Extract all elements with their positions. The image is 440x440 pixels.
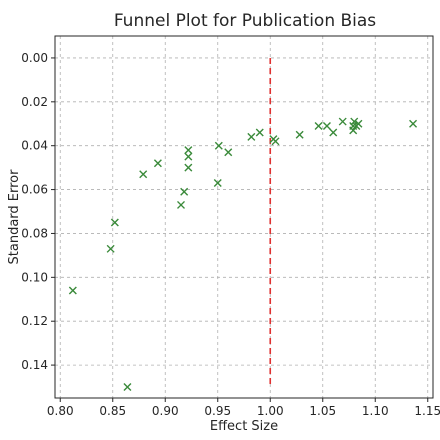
data-point: [349, 126, 358, 135]
x-axis-ticks: 0.80 0.85 0.90 0.95 1.00 1.05 1.10 1.15: [47, 398, 440, 418]
data-point: [350, 117, 359, 126]
data-point: [354, 119, 363, 128]
y-tick-label: 0.02: [21, 95, 48, 109]
plot-frame: [54, 35, 434, 399]
data-point: [139, 170, 148, 179]
data-point: [295, 130, 304, 139]
data-point: [180, 187, 189, 196]
x-tick-label: 0.95: [204, 404, 231, 418]
x-tick-label: 1.00: [257, 404, 284, 418]
data-points: [68, 117, 418, 392]
data-point: [110, 218, 119, 227]
data-point: [314, 121, 323, 130]
data-point: [329, 128, 338, 137]
x-tick-label: 1.10: [362, 404, 389, 418]
data-point: [271, 137, 280, 146]
x-tick-label: 0.90: [152, 404, 179, 418]
chart-title: Funnel Plot for Publication Bias: [114, 11, 376, 31]
y-tick-label: 0.04: [21, 139, 48, 153]
data-point: [338, 117, 347, 126]
data-point: [247, 132, 256, 141]
data-point: [106, 244, 115, 253]
data-point: [184, 163, 193, 172]
data-point: [177, 200, 185, 209]
y-tick-label: 0.00: [21, 51, 48, 65]
y-tick-label: 0.08: [21, 226, 48, 240]
data-point: [322, 121, 331, 130]
y-axis-label: Standard Error: [7, 169, 22, 265]
y-axis-ticks: 0.00 0.02 0.04 0.06 0.08 0.10 0.12 0.14: [21, 51, 55, 372]
y-tick-label: 0.14: [21, 358, 48, 372]
data-point: [255, 128, 264, 137]
y-tick-label: 0.06: [21, 183, 48, 197]
data-point: [153, 159, 162, 168]
x-tick-label: 1.15: [414, 404, 440, 418]
grid-lines: [55, 36, 433, 398]
data-point: [214, 141, 223, 150]
data-point: [213, 178, 222, 187]
y-tick-label: 0.12: [21, 314, 48, 328]
x-axis-label: Effect Size: [210, 419, 278, 434]
data-point: [184, 152, 193, 161]
x-tick-label: 1.05: [309, 404, 336, 418]
data-point: [224, 148, 233, 157]
data-point: [184, 146, 193, 155]
data-point: [68, 286, 77, 295]
x-tick-label: 0.85: [99, 404, 126, 418]
x-tick-label: 0.80: [47, 404, 74, 418]
data-point: [123, 383, 132, 392]
y-tick-label: 0.10: [21, 270, 48, 284]
data-point: [409, 119, 418, 128]
